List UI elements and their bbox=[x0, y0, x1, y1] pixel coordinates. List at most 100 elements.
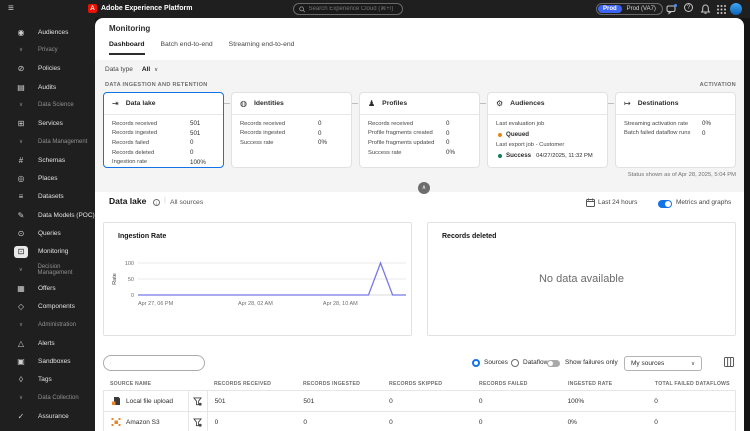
sidebar-item-services[interactable]: ⊞ Services bbox=[0, 114, 95, 132]
sidebar-item-sandboxes[interactable]: ▣ Sandboxes bbox=[0, 352, 95, 370]
data-models-poc-icon: ✎ bbox=[17, 210, 25, 220]
components-icon: ◇ bbox=[17, 302, 25, 312]
sidebar-section-data-science[interactable]: ∨ Data Science bbox=[0, 96, 95, 114]
sidebar-item-offers[interactable]: ▦ Offers bbox=[0, 279, 95, 297]
metric-value: 501 bbox=[190, 120, 201, 128]
ingestion-rate-card: Ingestion Rate 0 50 100 Apr 27, 06 PM Apr 28… bbox=[103, 222, 412, 336]
user-avatar[interactable] bbox=[730, 3, 742, 15]
card-destinations[interactable]: ↦ Destinations Streaming activation rate 0%… bbox=[615, 92, 736, 168]
help-icon[interactable]: ? bbox=[684, 3, 693, 12]
bell-icon[interactable] bbox=[700, 4, 711, 15]
table-cell: 501 bbox=[214, 397, 226, 405]
sidebar-item-assurance[interactable]: ✓ Assurance bbox=[0, 407, 95, 425]
table-header-cell[interactable]: SOURCE NAME bbox=[110, 380, 152, 387]
job-time: 04/27/2025, 11:32 PM bbox=[536, 152, 593, 159]
sidebar-item-tags[interactable]: ◊ Tags bbox=[0, 371, 95, 389]
app-switcher-icon[interactable] bbox=[716, 4, 727, 15]
table-header-cell[interactable]: RECORDS INGESTED bbox=[303, 380, 361, 387]
sidebar-section-privacy[interactable]: ∨ Privacy bbox=[0, 41, 95, 59]
collapse-section-button[interactable]: ∧ bbox=[418, 182, 430, 194]
hamburger-menu-icon[interactable]: ≡ bbox=[8, 3, 14, 14]
table-header-cell[interactable]: RECORDS FAILED bbox=[479, 380, 528, 387]
card-identities[interactable]: ◍ Identities Records received 0 Records inge… bbox=[231, 92, 352, 168]
table-cell: 0 bbox=[478, 418, 483, 426]
environment-switcher[interactable]: Prod Prod (VA7) bbox=[596, 3, 663, 15]
sidebar-item-audits[interactable]: ▤ Audits bbox=[0, 78, 95, 96]
card-metric: Success rate 0% bbox=[240, 138, 343, 148]
sidebar-item-datasets[interactable]: ≡ Datasets bbox=[0, 188, 95, 206]
info-icon[interactable]: i bbox=[153, 199, 160, 206]
filter-funnel-button[interactable] bbox=[189, 412, 208, 431]
global-search-input[interactable] bbox=[308, 6, 397, 12]
sidebar-item-label: Alerts bbox=[38, 339, 55, 347]
sidebar-item-label: Places bbox=[38, 175, 58, 183]
ingestion-rate-chart: 0 50 100 Apr 27, 06 PM Apr 28, 02 AM Apr 28, … bbox=[112, 261, 406, 307]
divider: | bbox=[164, 197, 166, 204]
table-search-input[interactable] bbox=[114, 358, 198, 368]
source-filter-select[interactable]: My sources ∨ bbox=[624, 356, 702, 371]
card-metric: Ingestion rate 100% bbox=[112, 157, 215, 167]
metric-value: 0% bbox=[702, 120, 711, 128]
job-status: Success 04/27/2025, 11:32 PM bbox=[496, 150, 599, 161]
metrics-graphs-toggle[interactable] bbox=[658, 200, 672, 208]
sidebar-item-data-models-poc[interactable]: ✎ Data Models (POC) bbox=[0, 206, 95, 224]
table-row-amazon-s3[interactable]: Amazon S3 0 0 0 0 0% 0 bbox=[104, 411, 735, 431]
tab-batch-end-to-end[interactable]: Batch end-to-end bbox=[160, 41, 213, 48]
sidebar-item-alerts[interactable]: △ Alerts bbox=[0, 334, 95, 352]
sidebar-item-queries[interactable]: ⊙ Queries bbox=[0, 224, 95, 242]
assurance-icon: ✓ bbox=[17, 411, 25, 421]
sidebar-section-label: Data Collection bbox=[38, 395, 79, 402]
radio-sources-label[interactable]: Sources bbox=[484, 359, 508, 366]
table-header-cell[interactable]: RECORDS RECEIVED bbox=[214, 380, 272, 387]
data-type-filter[interactable]: Data type All ∨ bbox=[105, 66, 158, 73]
monitoring-icon: ⊡ bbox=[14, 245, 28, 258]
show-failures-toggle[interactable] bbox=[547, 360, 560, 367]
chevron-down-icon: ∨ bbox=[18, 321, 24, 328]
card-metric: Profile fragments updated 0 bbox=[368, 138, 471, 148]
page-title: Monitoring bbox=[109, 24, 151, 33]
sidebar-item-schemas[interactable]: # Schemas bbox=[0, 151, 95, 169]
radio-sources[interactable] bbox=[472, 359, 480, 367]
card-data-lake[interactable]: ⇥ Data lake Records received 501 Records ing… bbox=[103, 92, 224, 168]
card-metric: Records received 0 bbox=[368, 119, 471, 129]
sidebar-section-data-collection[interactable]: ∨ Data Collection bbox=[0, 389, 95, 407]
tab-dashboard[interactable]: Dashboard bbox=[109, 41, 145, 55]
radio-dataflows[interactable] bbox=[511, 359, 519, 367]
card-connector bbox=[224, 103, 230, 104]
card-metric: Records ingested 0 bbox=[240, 129, 343, 139]
global-search[interactable] bbox=[293, 3, 403, 15]
sidebar-item-components[interactable]: ◇ Components bbox=[0, 297, 95, 315]
sidebar-section-administration[interactable]: ∨ Administration bbox=[0, 316, 95, 334]
sidebar-section-decision-management[interactable]: ∨ Decision Management bbox=[0, 261, 95, 279]
card-header: ⇥ Data lake bbox=[104, 93, 223, 115]
time-range-selector[interactable]: Last 24 hours bbox=[598, 199, 638, 206]
radio-dataflows-label[interactable]: Dataflows bbox=[523, 359, 552, 366]
card-profiles[interactable]: ♟ Profiles Records received 0 Profile fragme… bbox=[359, 92, 480, 168]
card-audiences[interactable]: ⚙ Audiences Last evaluation job Queued Last … bbox=[487, 92, 608, 168]
sidebar-section-data-management[interactable]: ∨ Data Management bbox=[0, 133, 95, 151]
sidebar-item-places[interactable]: ◎ Places bbox=[0, 169, 95, 187]
table-header-cell[interactable]: INGESTED RATE bbox=[568, 380, 613, 387]
table-search[interactable] bbox=[103, 355, 205, 371]
column-settings-icon[interactable] bbox=[724, 357, 734, 367]
table-row-local-file-upload[interactable]: Local file upload 501 501 0 0 100% 0 bbox=[104, 391, 735, 411]
summary-cards-row: ⇥ Data lake Records received 501 Records ing… bbox=[103, 92, 736, 168]
sidebar-item-policies[interactable]: ⊘ Policies bbox=[0, 60, 95, 78]
tags-icon: ◊ bbox=[19, 375, 23, 385]
metric-value: 0 bbox=[190, 149, 194, 157]
sidebar-section-label: Data Science bbox=[38, 102, 74, 109]
sidebar-item-label: Services bbox=[38, 120, 63, 128]
tab-streaming-end-to-end[interactable]: Streaming end-to-end bbox=[228, 41, 295, 48]
metric-value: 0% bbox=[446, 149, 455, 157]
card-metric: Records deleted 0 bbox=[112, 148, 215, 158]
table-header-cell[interactable]: TOTAL FAILED DATAFLOWS bbox=[655, 380, 730, 387]
table-header-cell[interactable]: RECORDS SKIPPED bbox=[389, 380, 443, 387]
filter-funnel-button[interactable] bbox=[189, 391, 208, 411]
sidebar-item-monitoring[interactable]: ⊡ Monitoring bbox=[0, 243, 95, 261]
feedback-icon[interactable] bbox=[666, 4, 677, 15]
data-type-label: Data type bbox=[105, 66, 133, 73]
sidebar-section-label: Decision Management bbox=[37, 264, 73, 276]
table-cell: 0 bbox=[654, 418, 658, 426]
svg-text:100: 100 bbox=[125, 261, 134, 267]
sidebar-item-audiences[interactable]: ◉ Audiences bbox=[0, 23, 95, 41]
